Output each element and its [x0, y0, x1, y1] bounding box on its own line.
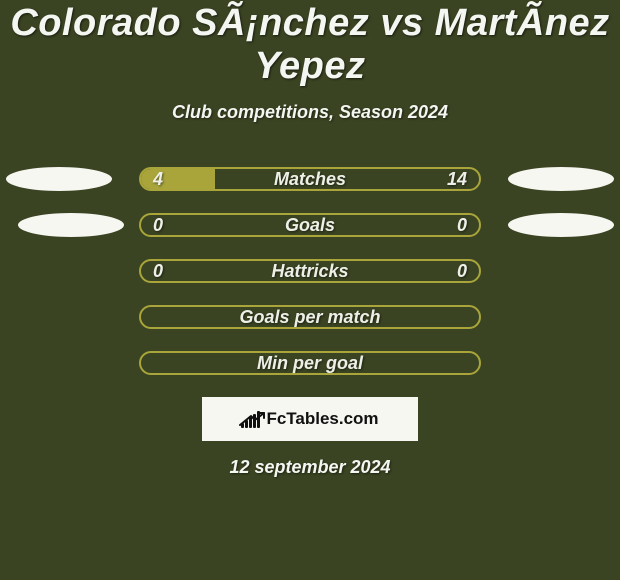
team-oval-right [508, 213, 614, 237]
stat-label: Matches [141, 169, 479, 189]
stat-label: Goals [141, 215, 479, 235]
stat-bar: Min per goal [139, 351, 481, 375]
stat-value-right: 14 [435, 169, 479, 189]
stat-label: Hattricks [141, 261, 479, 281]
stat-value-left: 4 [141, 169, 175, 189]
team-oval-right [508, 167, 614, 191]
date-text: 12 september 2024 [0, 457, 620, 478]
stat-label: Goals per match [141, 307, 479, 327]
stat-value-right: 0 [445, 261, 479, 281]
page-title: Colorado SÃ¡nchez vs MartÃnez Yepez [0, 0, 620, 88]
bar-chart-icon [241, 410, 260, 428]
stat-row: Goals0 0 [0, 213, 620, 237]
team-oval-left [18, 213, 124, 237]
stat-row: Min per goal [0, 351, 620, 375]
page-subtitle: Club competitions, Season 2024 [0, 102, 620, 123]
team-oval-left [6, 167, 112, 191]
stat-bar: Goals0 0 [139, 213, 481, 237]
stat-value-left: 0 [141, 261, 175, 281]
stat-bar: Matches4 14 [139, 167, 481, 191]
logo-box: FcTables.com [202, 397, 418, 441]
comparison-card: Colorado SÃ¡nchez vs MartÃnez Yepez Club… [0, 0, 620, 580]
stat-bar: Goals per match [139, 305, 481, 329]
stat-bar: Hattricks0 0 [139, 259, 481, 283]
stat-rows: Matches414Goals00Hattricks00Goals per ma… [0, 167, 620, 375]
stat-value-left: 0 [141, 215, 175, 235]
stat-row: Matches4 14 [0, 167, 620, 191]
stat-row: Goals per match [0, 305, 620, 329]
stat-row: Hattricks0 0 [0, 259, 620, 283]
arrow-up-icon [239, 412, 265, 426]
stat-value-right: 0 [445, 215, 479, 235]
logo-text: FcTables.com [266, 409, 378, 429]
stat-label: Min per goal [141, 353, 479, 373]
